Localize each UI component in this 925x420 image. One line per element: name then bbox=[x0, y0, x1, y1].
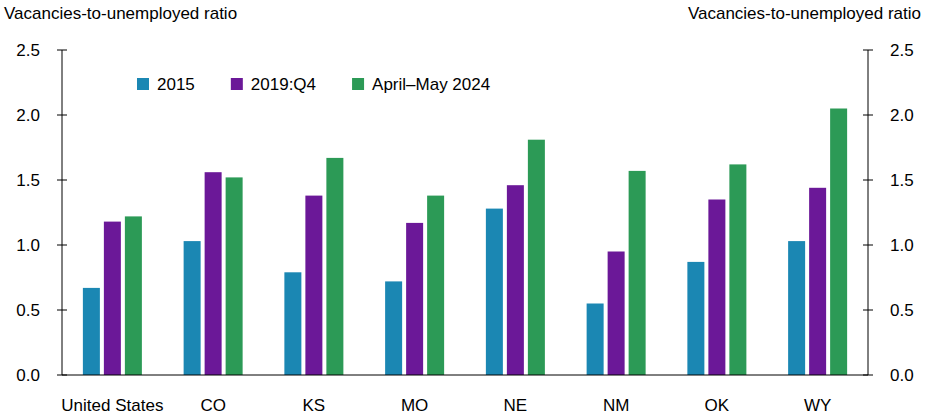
x-tick-label: CO bbox=[200, 396, 226, 415]
x-tick-label: OK bbox=[705, 396, 730, 415]
bars bbox=[83, 109, 847, 376]
bar bbox=[687, 262, 704, 375]
x-tick-label: United States bbox=[61, 396, 163, 415]
y-tick bbox=[57, 245, 67, 246]
x-tick-label: NE bbox=[504, 396, 528, 415]
bar bbox=[205, 172, 222, 375]
y2-tick-label: 2.5 bbox=[890, 41, 914, 60]
legend-swatch bbox=[352, 78, 364, 90]
y-tick-label: 0.5 bbox=[16, 301, 40, 320]
y2-tick-label: 0.5 bbox=[890, 301, 914, 320]
bar bbox=[406, 223, 423, 375]
x-tick-label: WY bbox=[804, 396, 831, 415]
y-tick-label: 1.0 bbox=[16, 236, 40, 255]
y2-tick-label: 1.0 bbox=[890, 236, 914, 255]
y-axis-line bbox=[62, 50, 63, 375]
y2-tick-label: 2.0 bbox=[890, 106, 914, 125]
bar bbox=[226, 177, 243, 375]
chart: Vacancies-to-unemployed ratio Vacancies-t… bbox=[0, 0, 925, 420]
y2-tick bbox=[863, 180, 873, 181]
legend-swatch bbox=[137, 78, 149, 90]
y-tick-label: 0.0 bbox=[16, 366, 40, 385]
bar bbox=[284, 272, 301, 375]
y2-tick bbox=[863, 245, 873, 246]
bar bbox=[629, 171, 646, 375]
bar bbox=[507, 185, 524, 375]
y2-axis-line bbox=[868, 50, 869, 375]
bar bbox=[104, 222, 121, 375]
y-tick-label: 1.5 bbox=[16, 171, 40, 190]
bar bbox=[809, 188, 826, 375]
legend-label: 2015 bbox=[157, 75, 195, 94]
bar bbox=[729, 164, 746, 375]
y2-tick bbox=[863, 50, 873, 51]
bar bbox=[125, 216, 142, 375]
legend-swatch bbox=[231, 78, 243, 90]
y-tick bbox=[57, 310, 67, 311]
y2-tick-label: 1.5 bbox=[890, 171, 914, 190]
y-tick-label: 2.5 bbox=[16, 41, 40, 60]
legend-label: 2019:Q4 bbox=[251, 75, 316, 94]
y-tick bbox=[57, 115, 67, 116]
bar bbox=[326, 158, 343, 375]
y-tick bbox=[57, 50, 67, 51]
y2-tick bbox=[863, 115, 873, 116]
y2-tick bbox=[863, 310, 873, 311]
bar bbox=[528, 140, 545, 375]
x-axis-line bbox=[62, 375, 868, 376]
y2-axis-title: Vacancies-to-unemployed ratio bbox=[688, 4, 921, 23]
y-tick bbox=[57, 180, 67, 181]
bar bbox=[427, 196, 444, 375]
bar bbox=[587, 304, 604, 376]
bar bbox=[788, 241, 805, 375]
y-tick-label: 2.0 bbox=[16, 106, 40, 125]
legend-label: April–May 2024 bbox=[372, 75, 490, 94]
bar bbox=[486, 209, 503, 375]
y2-tick-label: 0.0 bbox=[890, 366, 914, 385]
bar bbox=[184, 241, 201, 375]
y-axis-title: Vacancies-to-unemployed ratio bbox=[4, 4, 237, 23]
bar bbox=[830, 109, 847, 376]
x-tick-label: NM bbox=[603, 396, 629, 415]
bar bbox=[708, 200, 725, 376]
bar bbox=[385, 281, 402, 375]
bar bbox=[305, 196, 322, 375]
x-tick-label: KS bbox=[303, 396, 326, 415]
bar bbox=[83, 288, 100, 375]
x-tick-label: MO bbox=[401, 396, 428, 415]
bar bbox=[608, 252, 625, 376]
